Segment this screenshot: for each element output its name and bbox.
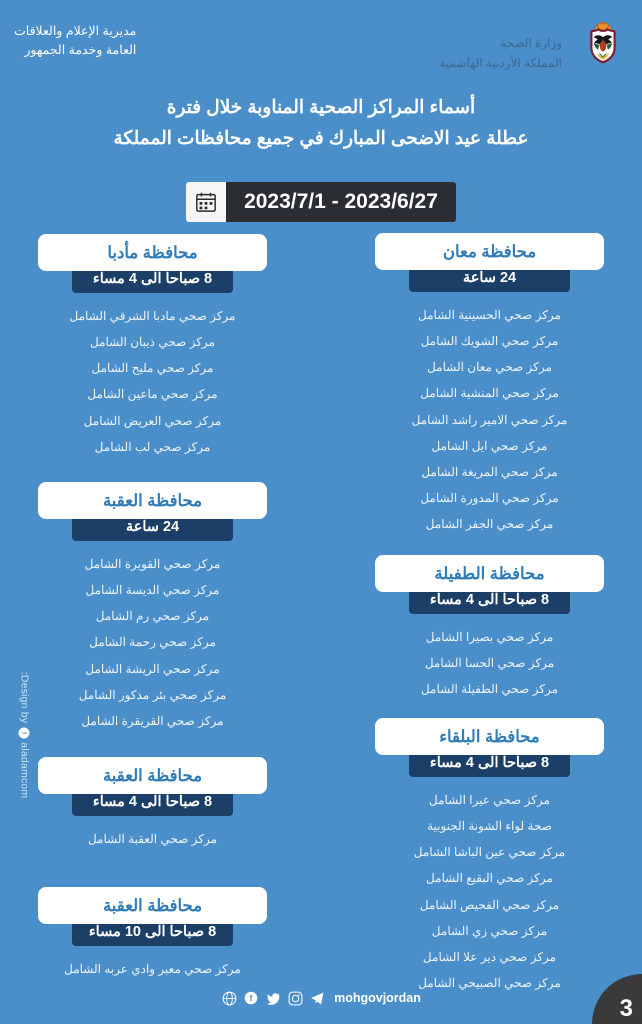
svg-text:f: f: [250, 994, 253, 1003]
